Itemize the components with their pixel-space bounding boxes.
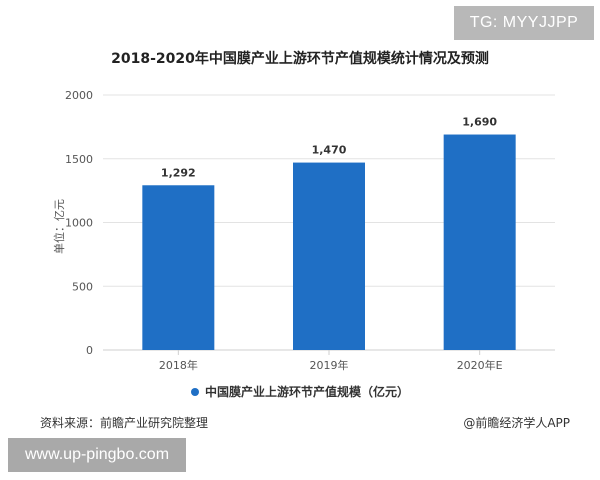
credit-note: @前瞻经济学人APP xyxy=(463,416,570,430)
y-tick-label: 500 xyxy=(72,280,93,293)
y-tick-label: 0 xyxy=(86,344,93,357)
x-tick-label: 2018年 xyxy=(159,358,198,372)
bar-value-label: 1,470 xyxy=(312,144,347,157)
legend-label: 中国膜产业上游环节产值规模（亿元） xyxy=(204,385,409,399)
legend-marker xyxy=(190,387,199,396)
chart-title: 2018-2020年中国膜产业上游环节产值规模统计情况及预测 xyxy=(111,51,489,67)
bar-value-label: 1,690 xyxy=(462,116,497,129)
y-tick-label: 2000 xyxy=(65,89,93,102)
bar xyxy=(142,185,215,350)
x-tick-label: 2020年E xyxy=(457,358,503,372)
x-tick-label: 2019年 xyxy=(310,358,349,372)
source-note: 资料来源：前瞻产业研究院整理 xyxy=(40,416,209,430)
y-tick-label: 1500 xyxy=(65,153,93,166)
bar-value-label: 1,292 xyxy=(161,166,196,179)
tg-watermark-badge: TG: MYYJJPP xyxy=(454,6,594,40)
chart-legend: 中国膜产业上游环节产值规模（亿元） xyxy=(0,383,600,400)
y-axis-label: 单位：亿元 xyxy=(52,199,66,254)
bar xyxy=(293,162,365,350)
y-tick-label: 1000 xyxy=(65,217,93,230)
url-watermark-badge: www.up-pingbo.com xyxy=(8,438,186,472)
bar xyxy=(443,134,516,350)
